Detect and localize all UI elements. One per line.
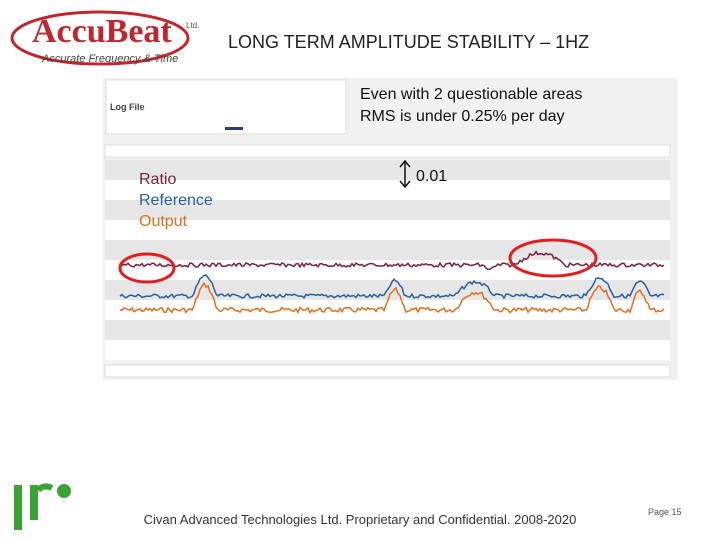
plot-band — [105, 300, 670, 320]
pro-logo — [14, 485, 22, 530]
plot-bands — [105, 160, 670, 360]
legend-item: Reference — [139, 192, 213, 209]
scale-label: 0.01 — [416, 168, 447, 185]
legend-item: Output — [139, 213, 188, 230]
plot-band — [105, 240, 670, 260]
slide-title: LONG TERM AMPLITUDE STABILITY – 1HZ — [228, 32, 589, 52]
panel-title: Log File — [110, 102, 145, 112]
toolbar — [104, 144, 671, 158]
page-number: Page 15 — [648, 507, 682, 517]
trace — [119, 281, 665, 314]
pro-logo — [30, 485, 38, 520]
logo-tagline: Accurate Frequency & Time — [41, 53, 178, 65]
plot-band — [105, 200, 670, 220]
plot-band — [105, 320, 670, 340]
logo-swoosh — [10, 10, 190, 66]
trace — [119, 250, 665, 271]
logo-suffix: Ltd. — [186, 21, 199, 30]
highlight — [508, 238, 598, 278]
logo-name: AccuBeat — [32, 13, 172, 50]
legend-item: Ratio — [139, 171, 176, 188]
plot-band — [105, 340, 670, 360]
highlight — [118, 252, 176, 284]
plot-band — [105, 260, 670, 280]
pro-logo — [57, 484, 71, 498]
pro-logo — [35, 483, 54, 493]
footer-text: Civan Advanced Technologies Ltd. Proprie… — [144, 512, 577, 527]
annotation: RMS is under 0.25% per day — [360, 108, 565, 125]
plot-band — [105, 160, 670, 180]
plot-lines — [119, 250, 665, 314]
annotation: Even with 2 questionable areas — [360, 86, 582, 103]
scrollbar — [104, 364, 671, 378]
scale-arrows — [399, 159, 411, 189]
trace — [119, 274, 665, 300]
plot-band — [105, 180, 670, 200]
panel-marker — [225, 127, 243, 130]
plot-band — [105, 220, 670, 240]
info-panel — [105, 79, 347, 135]
